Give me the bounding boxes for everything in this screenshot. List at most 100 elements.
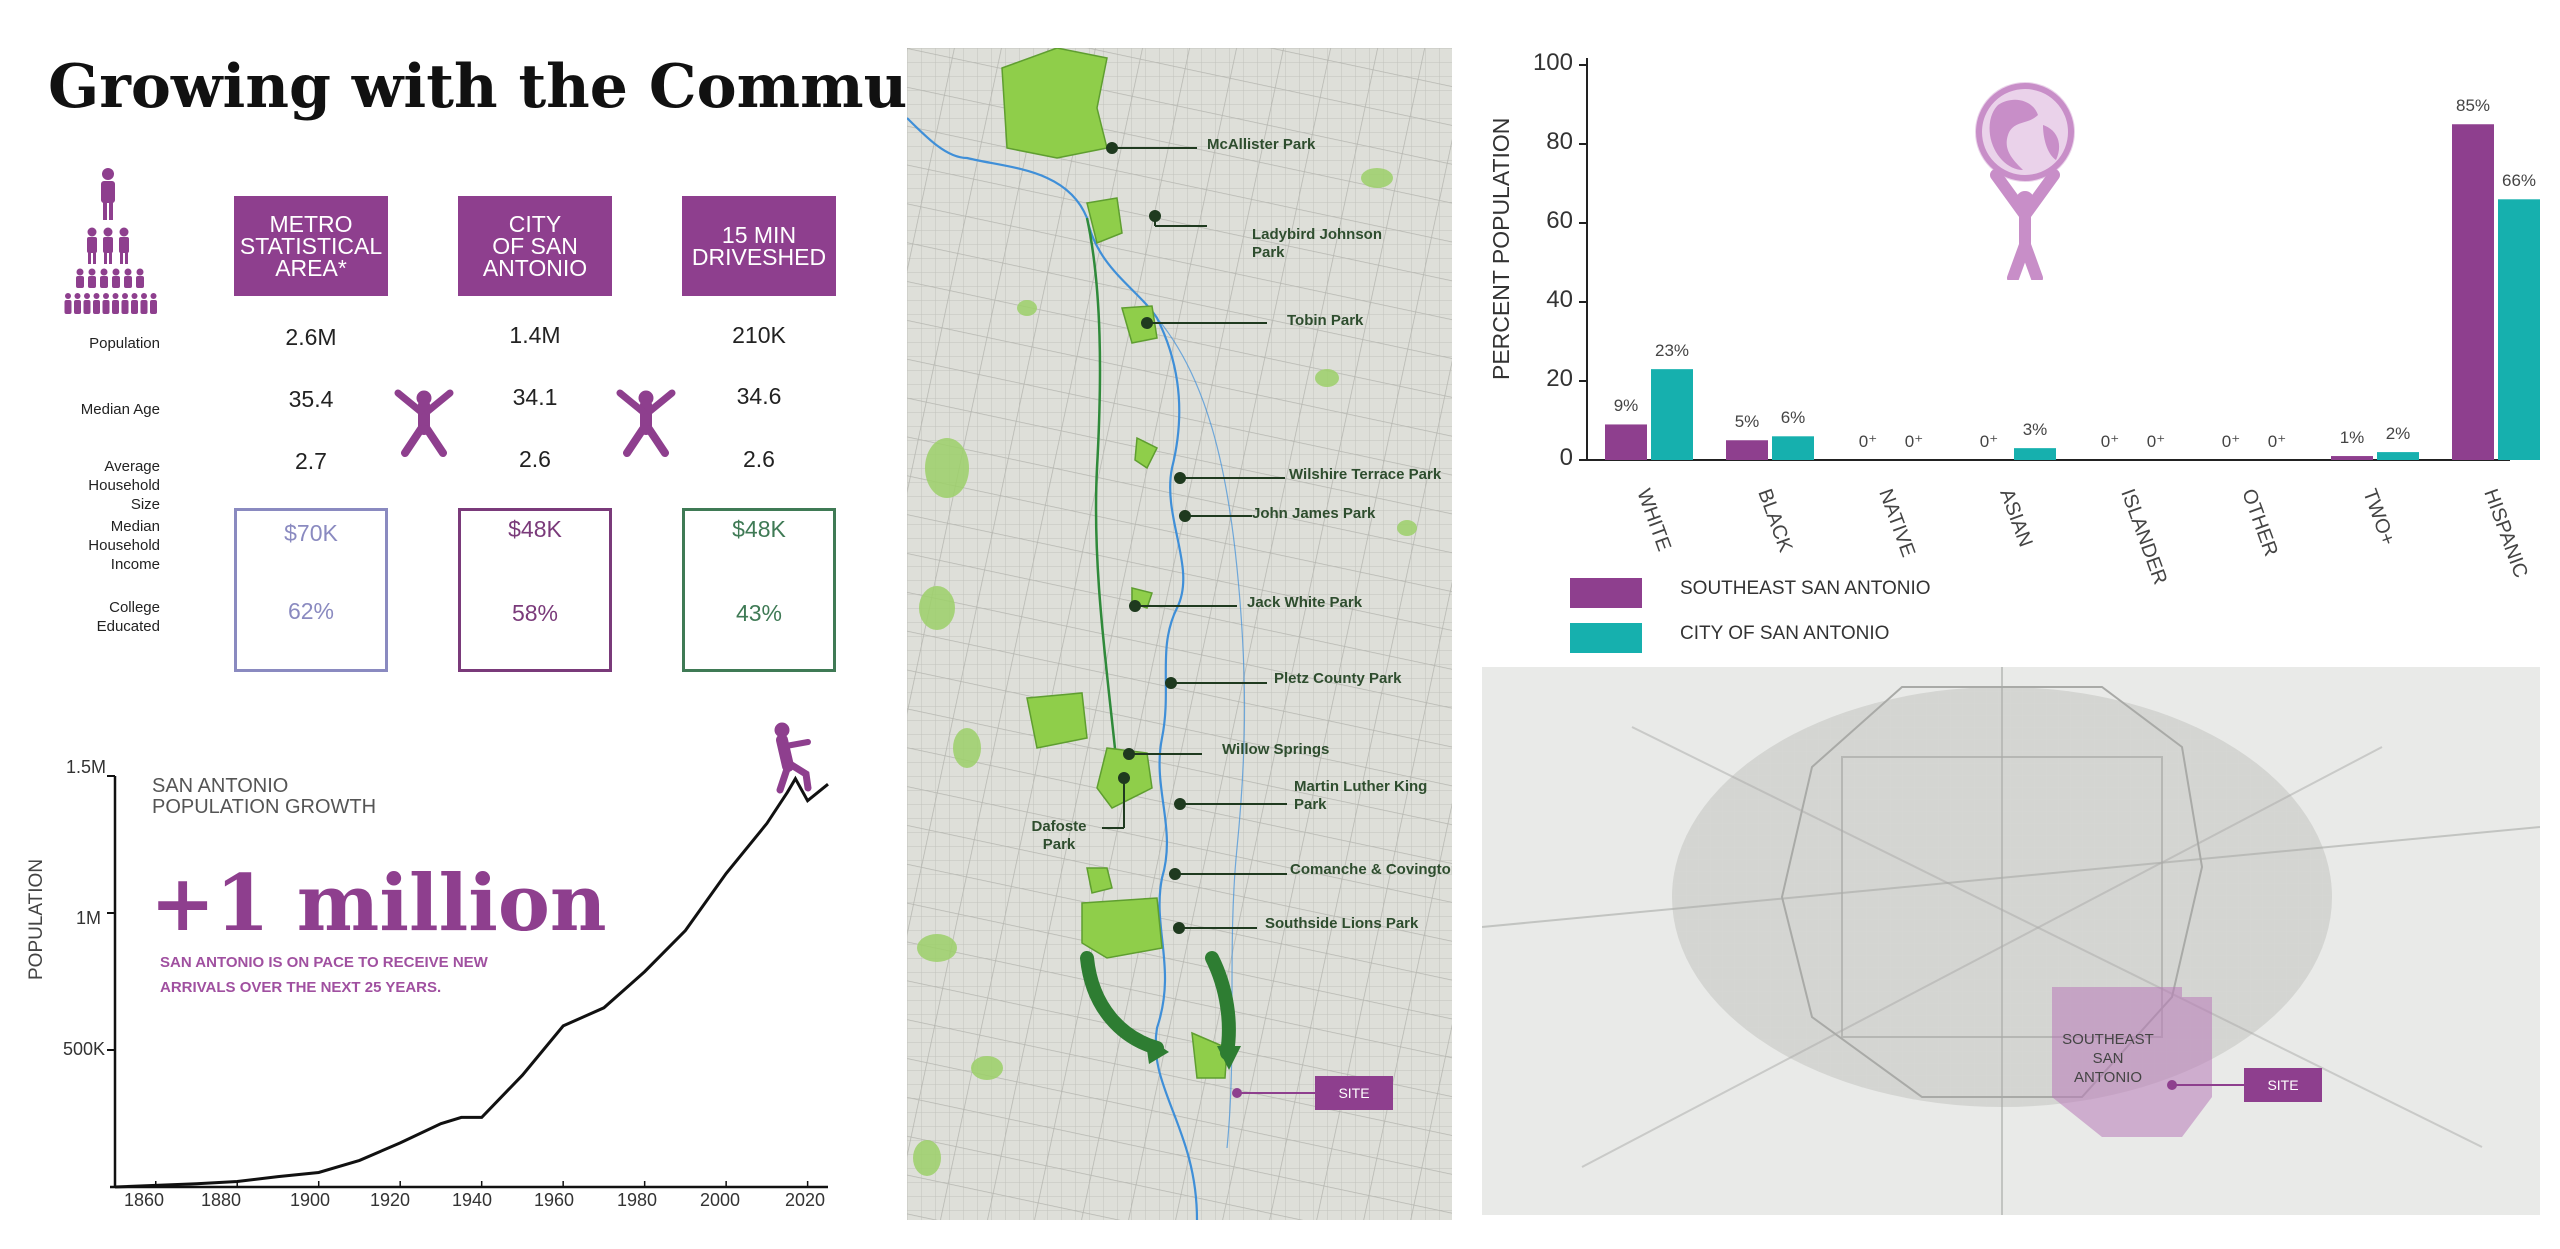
jumping-person-icon [616,389,676,457]
bar-value-label: 6% [1780,408,1806,428]
y-tick-label: 500K [63,1039,106,1059]
y-tick-label: 1M [76,908,102,928]
legend-label-city: CITY OF SAN ANTONIO [1680,623,1890,644]
park-shape [1001,48,1108,159]
x-tick-label: 1940 [452,1190,493,1210]
bar-y-tick-label: 40 [1546,286,1573,313]
row-label-college: College Educated [96,599,160,635]
park-label: McAllister Park [1207,136,1316,153]
bar-value-label: 1% [2339,428,2365,448]
metro-median-age: 35.4 [288,386,334,412]
y-tick-label: 1.5M [66,757,107,777]
site-marker: SITE [1315,1076,1393,1110]
park-label: Comanche & Covington Park [1290,861,1452,878]
row-label-median-age: Median Age [80,401,160,418]
region-map: SOUTHEAST SAN ANTONIO SITE [1482,667,2540,1215]
driveshed-income: $48K [732,516,786,542]
bar-value-label: 9% [1613,396,1639,416]
bar [1726,440,1768,460]
bar-value-label: 0⁺ [2146,432,2166,451]
bar-y-tick-label: 60 [1546,207,1573,234]
bar-value-label: 23% [1654,341,1690,361]
column-header-city: CITY OF SAN ANTONIO [458,196,612,296]
driveshed-median-age: 34.6 [736,383,782,409]
bar-value-label: 66% [2501,171,2537,191]
x-tick-label: 1920 [370,1190,411,1210]
park-label: Jack White Park [1247,594,1363,611]
bar-value-label: 0⁺ [2100,432,2120,451]
x-tick-label: 2000 [700,1190,741,1210]
driveshed-household-size: 2.6 [743,446,775,472]
bar-value-label: 5% [1734,412,1760,432]
bar [2498,199,2540,461]
row-label-income: Median Household Income [88,518,160,573]
park-label: Ladybird Johnson Park [1252,226,1383,261]
legend-label-southeast: SOUTHEAST SAN ANTONIO [1680,578,1931,599]
city-median-age: 34.1 [512,384,558,410]
park-label: Martin Luther King Park [1294,778,1428,813]
climbing-person-icon [774,722,812,794]
column-header-driveshed: 15 MIN DRIVESHED [682,196,836,296]
x-tick-label: 1880 [201,1190,242,1210]
park-label: Wilshire Terrace Park [1289,466,1442,483]
page-title: Growing with the Community [48,52,1037,122]
x-tick-label: 1900 [290,1190,331,1210]
metro-box [234,508,388,672]
driveshed-box [682,508,836,672]
bar [2377,452,2419,460]
metro-population: 2.6M [285,324,337,350]
bar [2331,456,2373,460]
park-label: Dafoste Park [1031,818,1087,853]
x-tick-label: 1860 [124,1190,165,1210]
demographics-bar-chart [1579,58,2540,461]
bar-value-label: 2% [2385,424,2411,444]
bar [1651,369,1693,460]
bar [2014,448,2056,460]
bar-y-label: PERCENT POPULATION [1488,117,1514,380]
bar-value-label: 0⁺ [2267,432,2287,451]
people-pyramid-icon [64,168,157,314]
bar-value-label: 0⁺ [1904,432,1924,451]
southeast-region [2052,987,2212,1137]
population-growth-chart [107,775,829,1189]
row-label-population: Population [89,335,160,352]
park-label: Southside Lions Park [1265,915,1419,932]
bar-y-tick-label: 80 [1546,128,1573,155]
city-household-size: 2.6 [519,446,551,472]
globe-atlas-icon [1975,82,2075,280]
park-label: Tobin Park [1287,312,1364,329]
river-parks-map: McAllister Park Ladybird Johnson Park To… [907,48,1452,1220]
bar-value-label: 0⁺ [2221,432,2241,451]
site-marker: SITE [2244,1068,2322,1102]
x-tick-label: 1960 [534,1190,575,1210]
driveshed-population: 210K [732,322,786,348]
legend-swatch-city [1570,623,1642,653]
city-income: $48K [508,516,562,542]
city-box [458,508,612,672]
growth-y-label: POPULATION [26,858,47,980]
row-label-household-size: Average Household Size [88,458,160,513]
park-label: Willow Springs [1222,741,1330,758]
metro-college: 62% [287,598,335,624]
growth-subtext: SAN ANTONIO IS ON PACE TO RECEIVE NEW ARR… [160,954,488,996]
bar [1772,436,1814,460]
park-label: John James Park [1252,505,1376,522]
x-tick-label: 1980 [617,1190,658,1210]
bar-value-label: 0⁺ [1858,432,1878,451]
bar-value-label: 0⁺ [1979,432,1999,451]
bar [1605,424,1647,460]
park-label: Pletz County Park [1274,670,1402,687]
metro-household-size: 2.7 [295,448,327,474]
population-line [114,775,829,1189]
growth-title: SAN ANTONIO POPULATION GROWTH [152,775,377,818]
bar-value-label: 3% [2022,420,2048,440]
column-header-metro: METRO STATISTICAL AREA* [234,196,388,296]
driveshed-college: 43% [735,600,783,626]
region-label: SOUTHEAST SAN ANTONIO [2062,1031,2154,1086]
x-tick-label: 2020 [785,1190,826,1210]
jumping-person-icon [394,389,454,457]
legend-swatch-southeast [1570,578,1642,608]
bar [2452,124,2494,460]
bar-y-tick-label: 100 [1532,49,1573,76]
bar-y-tick-label: 20 [1546,365,1573,392]
